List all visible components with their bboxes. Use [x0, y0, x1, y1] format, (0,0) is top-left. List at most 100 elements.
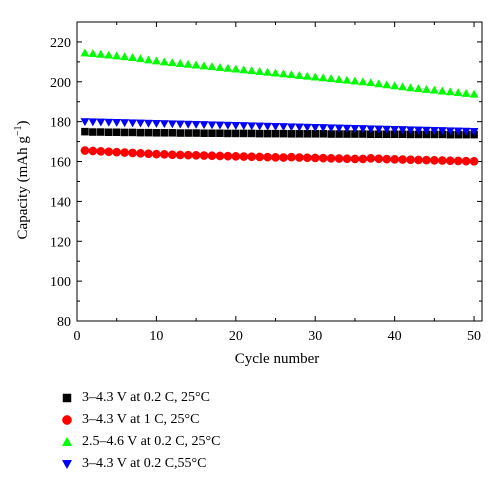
x-tick-label: 30	[308, 329, 322, 344]
data-point	[374, 154, 384, 164]
data-point	[382, 154, 392, 164]
data-point	[128, 148, 137, 158]
data-point	[247, 66, 257, 75]
data-point	[104, 118, 114, 127]
data-point	[200, 129, 208, 137]
data-point	[334, 154, 344, 163]
data-point	[207, 62, 217, 71]
data-point	[437, 86, 447, 95]
data-point	[112, 51, 122, 60]
data-point	[326, 124, 336, 133]
data-point	[406, 155, 415, 165]
legend-symbol	[62, 393, 72, 403]
y-tick-label: 120	[50, 235, 71, 250]
data-point	[231, 64, 241, 73]
data-point	[445, 156, 455, 166]
data-point	[255, 66, 265, 75]
y-axis-label-close: )	[15, 121, 31, 126]
series-layer	[80, 48, 479, 166]
legend-item: 3–4.3 V at 0.2 C, 25°C	[56, 387, 220, 409]
data-point	[120, 119, 130, 128]
legend-marker-square	[56, 391, 78, 405]
data-point	[191, 120, 201, 129]
data-point	[239, 65, 249, 74]
data-point	[279, 153, 288, 162]
data-point	[144, 149, 153, 159]
data-point	[192, 129, 200, 137]
legend: 3–4.3 V at 0.2 C, 25°C 3–4.3 V at 1 C, 25…	[56, 387, 220, 475]
data-point	[382, 125, 392, 134]
plot-frame	[76, 21, 483, 322]
x-tick-label: 50	[467, 329, 481, 344]
data-point	[167, 150, 177, 160]
data-point	[96, 49, 106, 58]
data-point	[216, 129, 224, 137]
data-point	[326, 74, 336, 83]
legend-marker-triangle-up	[56, 435, 78, 449]
data-point	[239, 152, 249, 161]
y-axis-label-superscript: −1	[13, 126, 24, 137]
data-point	[104, 50, 114, 59]
data-point	[176, 129, 184, 137]
data-point	[414, 155, 423, 165]
series-2	[80, 146, 479, 166]
data-point	[469, 89, 479, 98]
y-axis: 80 100 120 140 160 180 200 220	[50, 36, 482, 330]
x-axis-label: Cycle number	[235, 351, 320, 367]
data-point	[160, 150, 169, 159]
data-point	[104, 147, 114, 157]
data-point	[81, 127, 89, 136]
data-point	[430, 155, 439, 165]
data-point	[80, 146, 90, 155]
data-point	[342, 75, 352, 84]
data-point	[398, 155, 407, 164]
data-point	[80, 48, 90, 57]
data-point	[168, 129, 177, 137]
data-point	[263, 129, 272, 138]
data-point	[239, 122, 249, 131]
data-point	[199, 121, 209, 130]
data-point	[255, 129, 264, 138]
data-point	[279, 123, 288, 132]
data-point	[429, 126, 439, 135]
data-point	[97, 128, 105, 136]
data-point	[453, 127, 463, 136]
y-tick-label: 180	[50, 116, 71, 131]
data-point	[271, 129, 280, 138]
data-point	[128, 128, 137, 137]
data-point	[112, 147, 122, 157]
data-point	[334, 74, 344, 83]
data-point	[247, 129, 256, 138]
data-point	[255, 152, 264, 162]
data-point	[160, 129, 169, 137]
data-point	[207, 121, 217, 130]
data-point	[128, 119, 138, 128]
data-point	[151, 56, 161, 65]
y-tick-label: 80	[57, 315, 71, 330]
data-point	[152, 129, 161, 137]
data-point	[112, 128, 121, 136]
data-point	[128, 52, 138, 61]
y-tick-label: 220	[50, 36, 71, 51]
data-point	[271, 152, 280, 162]
data-point	[105, 128, 113, 136]
data-point	[223, 151, 233, 161]
legend-label: 3–4.3 V at 0.2 C,55°C	[82, 456, 207, 471]
data-point	[318, 124, 328, 133]
x-tick-label: 0	[74, 329, 81, 344]
data-point	[144, 55, 153, 64]
data-point	[136, 149, 145, 158]
data-point	[159, 57, 169, 66]
y-axis-label: Capacity (mAh g−1)	[13, 121, 31, 240]
data-point	[422, 155, 431, 165]
data-point	[112, 118, 122, 128]
data-point	[421, 126, 431, 135]
data-point	[144, 128, 153, 137]
data-point	[406, 83, 415, 92]
series-4	[80, 118, 479, 136]
data-point	[318, 153, 328, 163]
data-point	[310, 72, 320, 81]
data-point	[390, 81, 400, 90]
data-point	[144, 119, 153, 128]
